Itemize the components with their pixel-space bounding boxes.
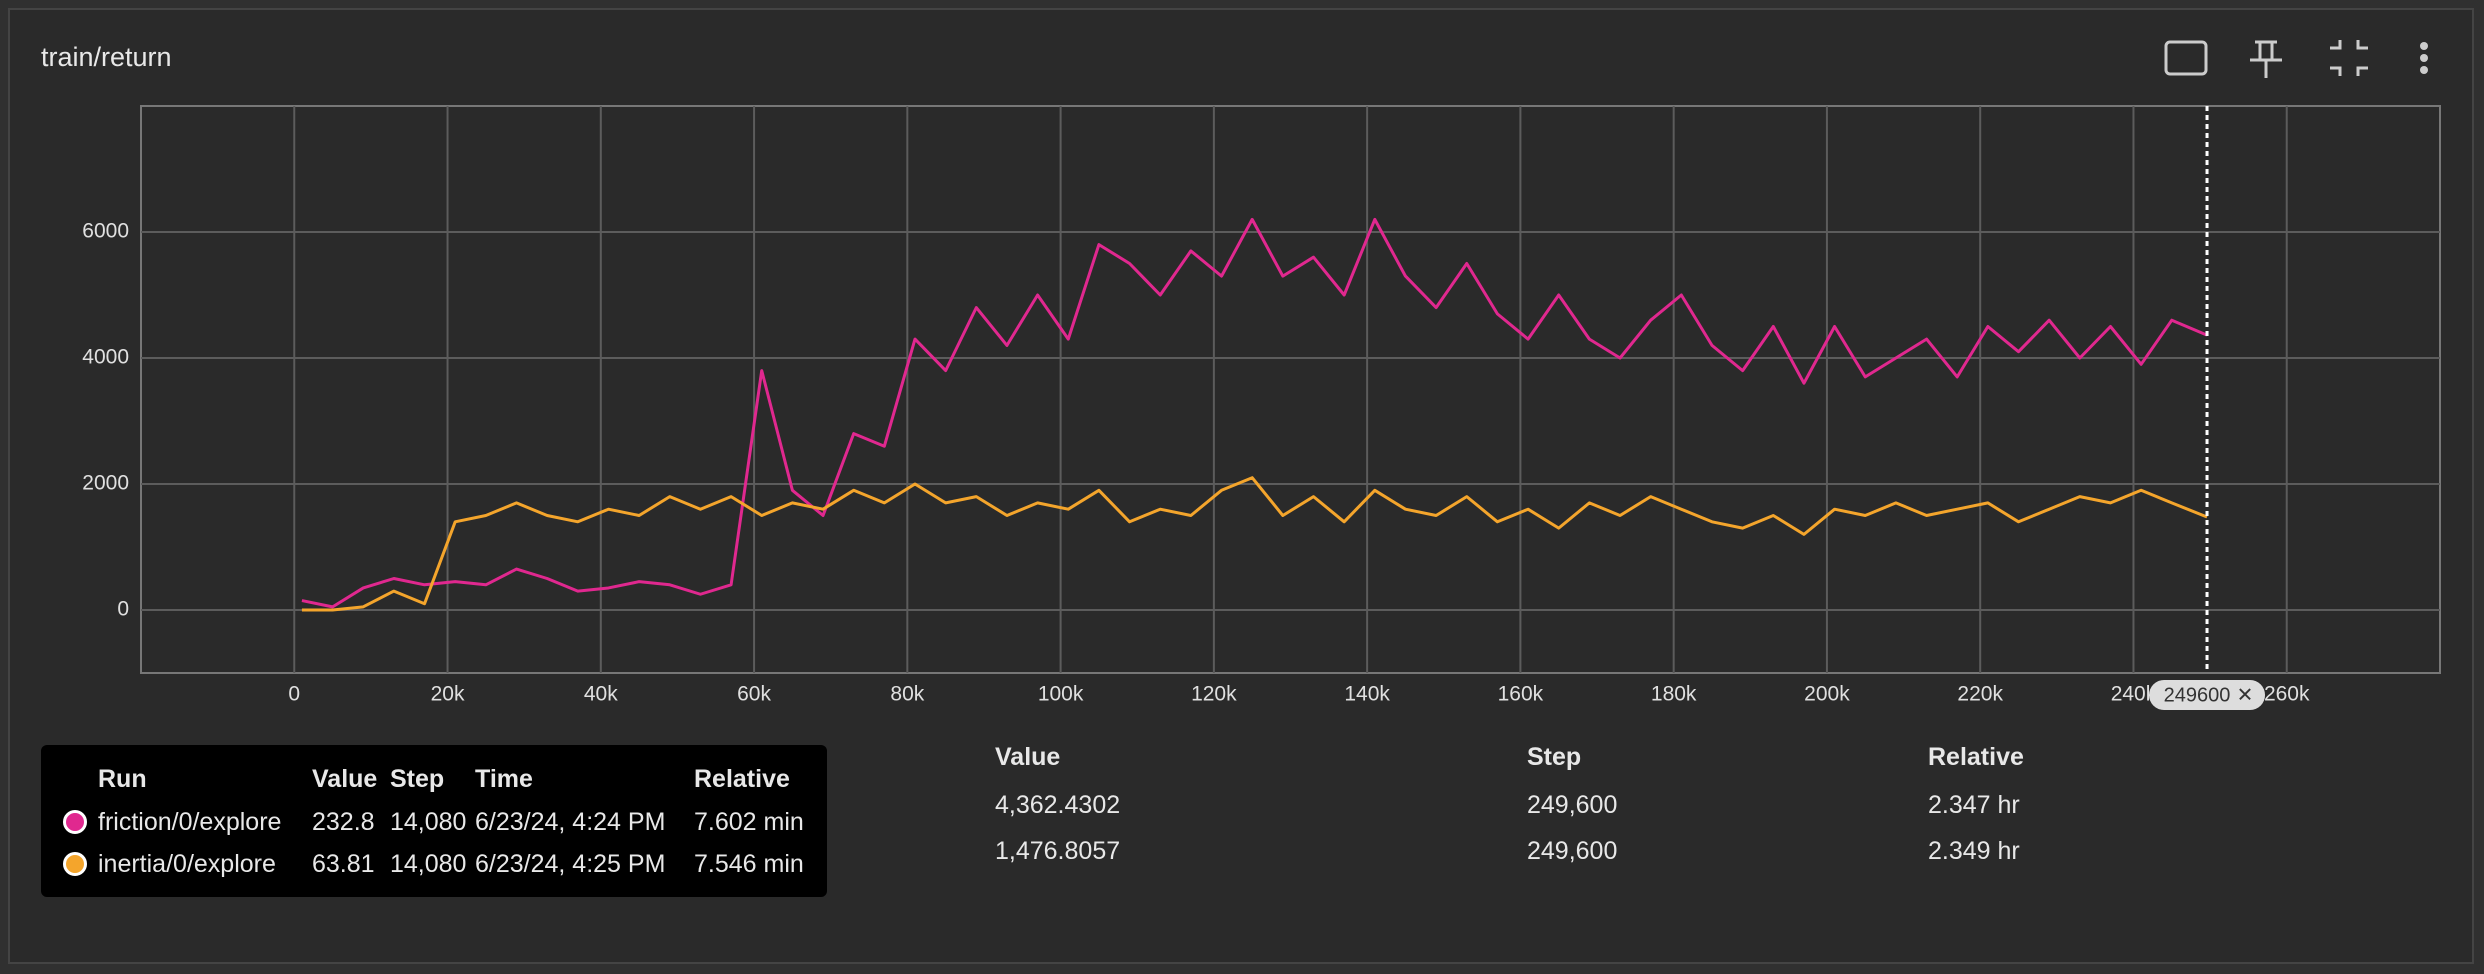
- fit-icon[interactable]: [2164, 40, 2208, 76]
- table-header: Step: [1527, 743, 1582, 771]
- hover-label: 249600: [2164, 684, 2231, 706]
- tooltip: Run Value Step Time Relative friction/0/explo…: [41, 745, 827, 897]
- tooltip-cell: 63.81: [312, 850, 375, 878]
- table-header: Value: [995, 743, 1061, 771]
- series-line: [301, 217, 2208, 609]
- x-tick-label: 200k: [1804, 683, 1850, 706]
- x-tick-label: 0: [288, 683, 300, 706]
- y-tick-label: 4000: [82, 346, 129, 369]
- table-cell: 249,600: [1527, 791, 1618, 819]
- collapse-icon[interactable]: [2330, 40, 2368, 76]
- hover-close: ✕: [2237, 684, 2254, 706]
- y-tick-label: 2000: [82, 472, 129, 495]
- tooltip-cell: 6/23/24, 4:24 PM: [475, 808, 666, 836]
- plot-area: [140, 105, 2441, 674]
- table-header: Relative: [1928, 743, 2024, 771]
- x-tick-label: 240k: [2111, 683, 2157, 706]
- table-cell: 1,476.8057: [995, 837, 1121, 865]
- menu-icon[interactable]: [2420, 42, 2428, 74]
- x-tick-label: 120k: [1191, 683, 1237, 706]
- x-tick-label: 20k: [431, 683, 465, 706]
- tooltip-swatch: [63, 852, 87, 876]
- pin-icon[interactable]: [2250, 40, 2282, 78]
- tooltip-header: Step: [390, 765, 445, 793]
- y-tick-label: 6000: [82, 220, 129, 243]
- table-cell: 2.349 hr: [1928, 837, 2020, 865]
- table-cell: 4,362.4302: [995, 791, 1121, 819]
- x-tick-label: 80k: [890, 683, 924, 706]
- tooltip-run: inertia/0/explore: [98, 850, 276, 878]
- tooltip-cell: 14,080: [390, 850, 467, 878]
- table-cell: 2.347 hr: [1928, 791, 2020, 819]
- tooltip-cell: 7.546 min: [694, 850, 804, 878]
- x-tick-label: 40k: [584, 683, 618, 706]
- tooltip-cell: 14,080: [390, 808, 467, 836]
- tooltip-cell: 6/23/24, 4:25 PM: [475, 850, 666, 878]
- x-tick-label: 160k: [1498, 683, 1544, 706]
- tooltip-cell: 232.8: [312, 808, 375, 836]
- y-tick-label: 0: [117, 598, 129, 621]
- toolbar[interactable]: [2164, 40, 2428, 78]
- x-tick-label: 100k: [1038, 683, 1084, 706]
- x-tick-label: 260k: [2264, 683, 2310, 706]
- x-tick-label: 180k: [1651, 683, 1697, 706]
- table-cell: 249,600: [1527, 837, 1618, 865]
- x-tick-label: 60k: [737, 683, 771, 706]
- x-tick-label: 140k: [1344, 683, 1390, 706]
- hover-chip: [2149, 680, 2266, 710]
- card-title: train/return: [41, 42, 172, 72]
- tooltip-swatch: [63, 810, 87, 834]
- series-line: [301, 476, 2208, 612]
- x-tick-label: 220k: [1957, 683, 2003, 706]
- tooltip-header: Relative: [694, 765, 790, 793]
- tooltip-header: Time: [475, 765, 533, 793]
- tooltip-header: Value: [312, 765, 378, 793]
- tooltip-run: friction/0/explore: [98, 808, 282, 836]
- tooltip-header: Run: [98, 765, 147, 793]
- tooltip-cell: 7.602 min: [694, 808, 804, 836]
